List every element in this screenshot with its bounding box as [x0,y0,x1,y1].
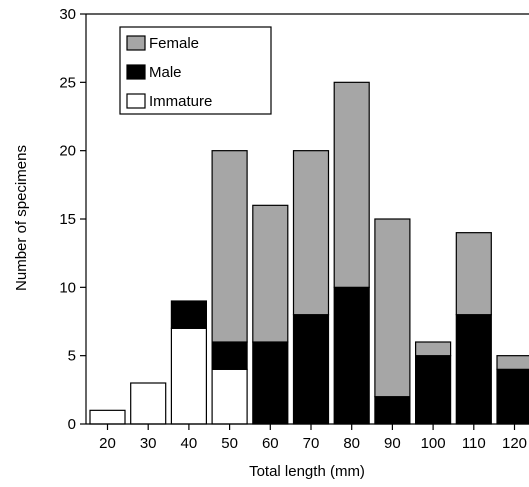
bar-male-60 [252,341,289,425]
bar-female-100 [415,341,452,357]
x-tick-label-20: 20 [99,435,116,452]
legend-label-male: Male [149,64,182,81]
bars-layer [89,81,529,425]
bar-male-40 [170,300,207,329]
legend-swatch-immature [126,93,146,109]
bar-immature-20 [89,409,126,425]
legend: Female Male Immature [119,26,272,115]
bar-immature-30 [130,382,167,425]
bar-female-120 [496,355,529,370]
x-tick-label-80: 80 [343,435,360,452]
bar-female-70 [292,150,330,316]
x-axis-title: Total length (mm) [249,463,365,480]
bar-female-90 [374,218,411,398]
bar-male-110 [455,314,492,425]
ticks-layer: 0 5 10 15 20 25 30 20 30 40 50 60 70 80 90 100 110 120 [59,6,527,452]
x-tick-label-110: 110 [462,435,486,452]
x-tick-label-70: 70 [303,435,320,452]
x-tick-label-120: 120 [502,435,527,452]
legend-swatch-female [126,35,146,51]
bar-immature-50 [211,368,248,425]
bar-male-50 [211,341,248,370]
legend-label-immature: Immature [149,93,212,110]
bar-male-70 [292,314,330,425]
x-tick-label-60: 60 [262,435,279,452]
y-tick-label-5: 5 [68,348,76,365]
bar-immature-40 [170,327,207,425]
bar-male-100 [415,355,452,425]
x-tick-label-50: 50 [221,435,238,452]
legend-swatch-male [126,64,146,80]
bar-male-90 [374,396,411,425]
bar-female-110 [455,232,492,316]
legend-label-female: Female [149,35,199,52]
x-tick-label-100: 100 [421,435,446,452]
x-tick-label-90: 90 [384,435,401,452]
y-tick-label-25: 25 [59,74,76,91]
y-tick-label-10: 10 [59,279,76,296]
y-tick-label-20: 20 [59,143,76,160]
bar-male-80 [333,286,370,425]
bar-female-60 [252,204,289,343]
y-axis-title: Number of specimens [13,145,30,291]
y-tick-label-15: 15 [59,211,76,228]
y-tick-label-0: 0 [68,416,76,433]
x-tick-label-40: 40 [181,435,198,452]
bar-male-120 [496,368,529,425]
bar-female-50 [211,150,248,343]
bar-female-80 [333,81,370,288]
x-tick-label-30: 30 [140,435,157,452]
y-tick-label-30: 30 [59,6,76,23]
